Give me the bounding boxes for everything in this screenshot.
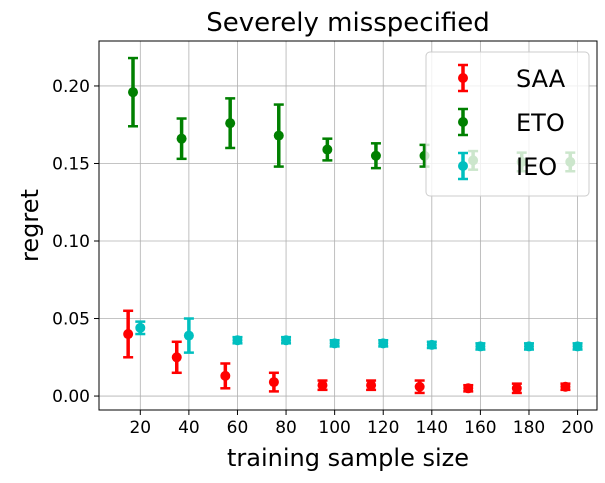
y-tick-label: 0.10: [52, 232, 90, 252]
legend: SAA ETO IEO: [425, 51, 590, 197]
plot-frame: [98, 40, 598, 411]
data-point: [123, 329, 134, 340]
x-tick-label: 160: [464, 418, 496, 438]
data-point: [366, 380, 377, 391]
legend-label: IEO: [516, 153, 557, 181]
data-point: [273, 130, 284, 141]
y-axis-label: regret: [16, 189, 44, 262]
data-point: [475, 341, 486, 352]
x-tick-label: 100: [318, 418, 350, 438]
legend-box: [425, 51, 590, 197]
legend-label: ETO: [516, 109, 565, 137]
data-point: [511, 383, 522, 394]
data-point: [225, 118, 236, 129]
data-point: [560, 381, 571, 392]
x-tick-label: 140: [416, 418, 448, 438]
x-tick-label: 200: [561, 418, 593, 438]
x-tick-label: 60: [227, 418, 249, 438]
legend-marker: [458, 117, 468, 127]
y-tick-label: 0.15: [52, 154, 90, 174]
legend-item-saa: SAA: [458, 63, 566, 93]
data-point: [128, 87, 139, 98]
legend-item-eto: ETO: [458, 107, 565, 137]
x-tick-label: 80: [275, 418, 297, 438]
data-point: [322, 144, 333, 155]
data-point: [183, 330, 194, 341]
data-point: [232, 335, 243, 346]
x-tick-label: 40: [178, 418, 200, 438]
x-axis-label: training sample size: [227, 444, 469, 472]
data-point: [281, 335, 292, 346]
data-point: [426, 339, 437, 350]
series-layer: [123, 56, 583, 395]
data-point: [220, 370, 231, 381]
data-point: [414, 381, 425, 392]
data-point: [135, 322, 146, 333]
x-tick-label: 120: [367, 418, 399, 438]
data-point: [171, 352, 182, 363]
series-saa: [123, 309, 571, 395]
data-point: [329, 338, 340, 349]
x-tick-label: 20: [129, 418, 151, 438]
legend-label: SAA: [516, 65, 566, 93]
data-point: [463, 383, 474, 394]
data-point: [317, 380, 328, 391]
x-tick-label: 180: [513, 418, 545, 438]
legend-marker: [458, 161, 468, 171]
y-tick-label: 0.05: [52, 310, 90, 330]
legend-item-ieo: IEO: [458, 151, 557, 181]
y-tick-label: 0.20: [52, 77, 90, 97]
data-point: [523, 341, 534, 352]
data-point: [378, 338, 389, 349]
data-point: [370, 150, 381, 161]
y-tick-label: 0.00: [52, 387, 90, 407]
data-point: [572, 341, 583, 352]
chart-title: Severely misspecified: [206, 8, 489, 38]
series-ieo: [135, 317, 583, 354]
ticks: 20 40 60 80 100 120 140 160 180 200 0.00 0.05 0.10 0.…: [52, 77, 594, 438]
data-point: [176, 133, 187, 144]
data-point: [268, 377, 279, 388]
legend-marker: [458, 73, 468, 83]
